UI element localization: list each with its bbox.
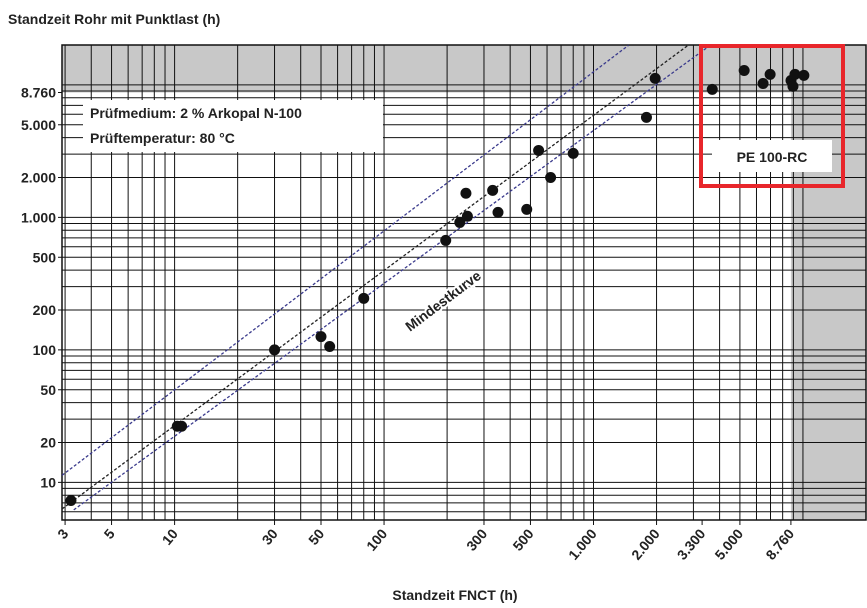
data-point bbox=[545, 171, 557, 183]
data-point bbox=[492, 206, 504, 218]
data-point bbox=[757, 77, 769, 89]
data-point bbox=[461, 210, 473, 222]
data-point bbox=[65, 494, 77, 506]
highlight-label: PE 100-RC bbox=[737, 149, 808, 165]
data-point bbox=[567, 147, 579, 159]
data-point bbox=[521, 203, 533, 215]
data-point bbox=[764, 68, 776, 80]
y-tick-label: 200 bbox=[33, 302, 57, 318]
data-point bbox=[640, 111, 652, 123]
x-tick-label: 3.300 bbox=[674, 525, 709, 562]
data-point bbox=[440, 234, 452, 246]
chart-title: Standzeit Rohr mit Punktlast (h) bbox=[8, 11, 220, 27]
y-tick-label: 8.760 bbox=[21, 85, 56, 101]
x-tick-label: 5.000 bbox=[711, 525, 746, 562]
data-point bbox=[787, 80, 799, 92]
data-point bbox=[176, 420, 188, 432]
annotation: Prüftemperatur: 80 °C bbox=[90, 130, 235, 146]
x-tick-label: 30 bbox=[259, 525, 281, 547]
x-tick-label: 5 bbox=[101, 525, 118, 541]
data-point bbox=[798, 69, 810, 81]
reference-line bbox=[73, 44, 711, 511]
x-tick-label: 3 bbox=[54, 525, 71, 541]
plot-border bbox=[61, 44, 867, 521]
y-tick-label: 20 bbox=[40, 434, 56, 450]
y-tick-label: 5.000 bbox=[21, 117, 56, 133]
y-tick-label: 10 bbox=[40, 474, 56, 490]
data-point bbox=[649, 72, 661, 84]
annotation: Mindestkurve bbox=[402, 267, 484, 334]
y-tick-label: 2.000 bbox=[21, 169, 56, 185]
highlight-box bbox=[699, 44, 845, 188]
data-point bbox=[738, 64, 750, 76]
x-tick-label: 2.000 bbox=[628, 525, 663, 562]
data-point bbox=[454, 216, 466, 228]
x-tick-label: 500 bbox=[509, 525, 536, 553]
annotation: Prüfmedium: 2 % Arkopal N-100 bbox=[90, 105, 302, 121]
annotation-box bbox=[83, 100, 383, 152]
highlight-label-box bbox=[712, 140, 832, 172]
x-tick-label: 100 bbox=[363, 525, 390, 553]
data-point bbox=[487, 184, 499, 196]
reference-line bbox=[61, 44, 629, 476]
x-axis-label: Standzeit FNCT (h) bbox=[392, 587, 517, 603]
x-tick-label: 50 bbox=[305, 525, 327, 547]
data-point bbox=[706, 83, 718, 95]
data-point bbox=[269, 344, 281, 356]
y-tick-label: 100 bbox=[33, 342, 57, 358]
y-tick-label: 500 bbox=[33, 249, 57, 265]
y-tick-label: 1.000 bbox=[21, 209, 56, 225]
x-tick-label: 10 bbox=[159, 525, 181, 547]
y-tick-label: 50 bbox=[40, 382, 56, 398]
data-point bbox=[315, 331, 327, 343]
data-point bbox=[358, 292, 370, 304]
x-tick-label: 8.760 bbox=[762, 525, 797, 562]
data-point bbox=[533, 144, 545, 156]
data-point bbox=[324, 341, 336, 353]
x-tick-label: 1.000 bbox=[565, 525, 600, 562]
data-point bbox=[460, 187, 472, 199]
data-point bbox=[789, 68, 801, 80]
x-tick-label: 300 bbox=[463, 525, 490, 553]
shaded-region bbox=[790, 45, 866, 520]
